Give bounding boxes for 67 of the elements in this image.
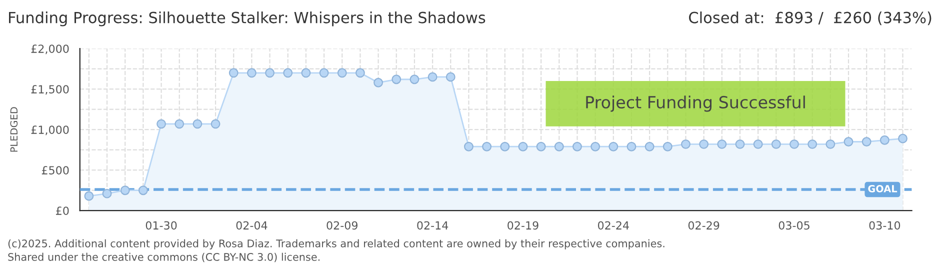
point (500, 142, 510, 152)
x-tick-label: 01-30 (146, 221, 177, 230)
point (681, 139, 690, 149)
point (536, 142, 546, 152)
point (464, 142, 474, 152)
point (753, 139, 763, 149)
point (880, 135, 890, 145)
y-tick-label: £500 (42, 166, 69, 174)
x-tick-label: 02-19 (508, 221, 538, 230)
text: Shared under the creative commons (CC BY-NC 3.0) license. (8, 252, 320, 262)
point (355, 68, 365, 78)
point (590, 142, 600, 152)
y-axis-title: PLEDGED (10, 107, 18, 152)
point (844, 137, 854, 146)
point (283, 68, 293, 78)
point (301, 68, 311, 78)
point (319, 68, 329, 78)
point (84, 191, 94, 201)
x-tick-label: 02-24 (598, 221, 629, 230)
y-tick-label: £0 (56, 206, 69, 215)
point (138, 186, 148, 196)
point (228, 68, 238, 78)
x-tick-label: 02-14 (417, 221, 448, 230)
point (428, 72, 438, 82)
point (102, 188, 112, 198)
point (446, 72, 456, 82)
point (156, 119, 166, 129)
point (826, 139, 836, 149)
point (120, 186, 130, 196)
point (644, 142, 654, 152)
point (699, 139, 709, 149)
point (572, 142, 582, 152)
chart-subtitle: Closed at: £893 / £260 (343%) (689, 12, 932, 26)
point (482, 142, 492, 152)
point (808, 139, 818, 149)
point (265, 68, 275, 78)
point (862, 137, 872, 146)
point (735, 139, 745, 149)
point (410, 74, 420, 84)
point (210, 119, 220, 129)
annotation: Project Funding Successful (586, 96, 805, 112)
chart-title: Funding Progress: Silhouette Stalker: Whispers in the Shadows (9, 12, 486, 26)
point (898, 134, 908, 144)
point (626, 142, 636, 152)
x-tick-label: 02-04 (236, 221, 268, 230)
point (608, 142, 618, 152)
point (374, 78, 384, 88)
point (771, 139, 781, 149)
y-tick-label: £1,500 (31, 85, 69, 95)
ref-line-label: GOAL (868, 185, 898, 192)
x-tick-label: 03-10 (869, 221, 900, 230)
x-tick-label: 02-29 (688, 221, 720, 230)
point (337, 68, 347, 78)
point (392, 74, 402, 84)
text: (c)2025. Additional content provided by Rosa Diaz. Trademarks and related content are owned by their respective companies. (8, 239, 664, 250)
point (662, 142, 672, 152)
point (174, 119, 184, 129)
y-tick-label: £2,000 (31, 44, 69, 54)
point (246, 68, 256, 78)
point (717, 139, 727, 149)
point (518, 142, 528, 152)
point (790, 139, 799, 149)
x-tick-label: 03-05 (778, 221, 810, 230)
y-tick-label: £1,000 (31, 126, 69, 136)
point (554, 142, 564, 152)
x-tick-label: 02-09 (326, 221, 358, 230)
point (192, 119, 202, 129)
